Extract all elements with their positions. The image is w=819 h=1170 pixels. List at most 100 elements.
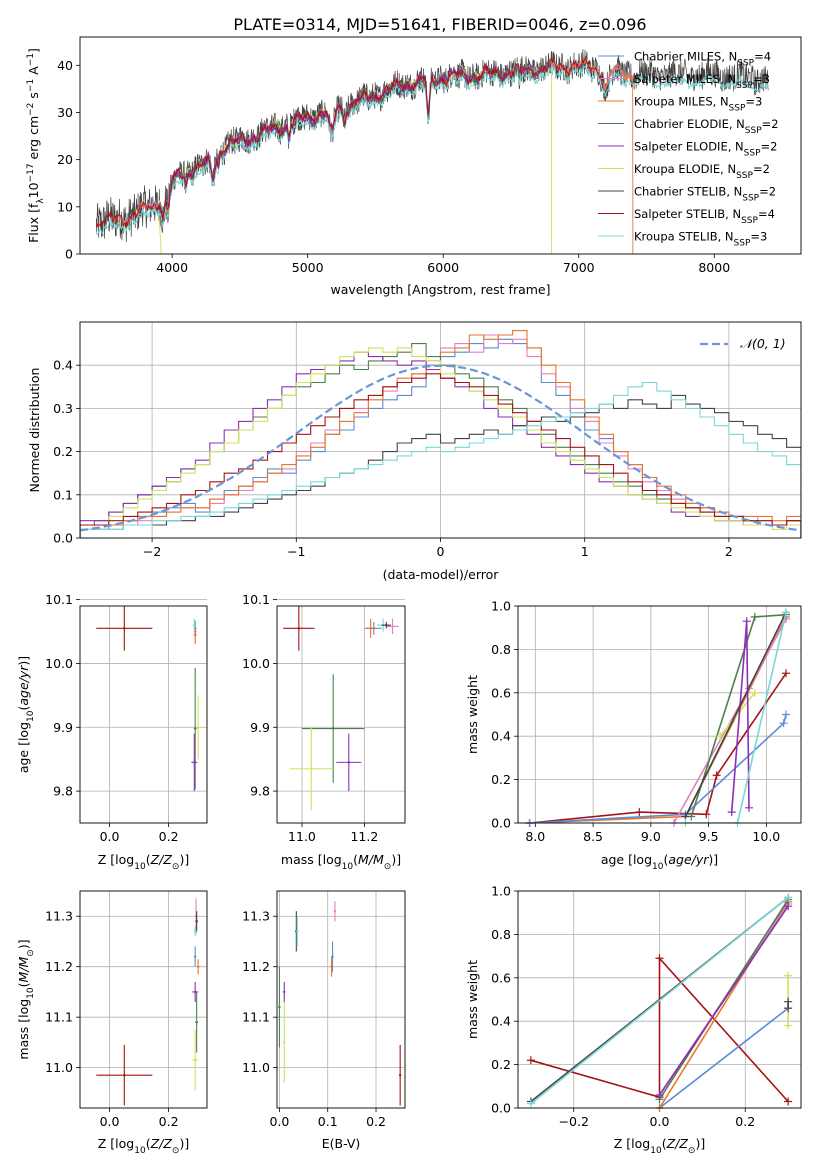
- axes-frame: [517, 890, 802, 1109]
- data-point: [195, 920, 198, 923]
- tick-label-x: 0.0: [100, 829, 120, 844]
- label-part: )]: [16, 656, 31, 666]
- label-part: age/yr: [668, 852, 709, 867]
- tick-label-y: 0.4: [491, 729, 511, 744]
- axes-frame: [79, 36, 802, 255]
- tick-label-y: 0.8: [491, 927, 511, 942]
- legend-entry: Salpeter ELODIE, NSSP=2: [634, 140, 777, 159]
- label-part: ⊙: [688, 1146, 696, 1156]
- label-part: ⊙: [172, 1146, 180, 1156]
- label-part: SSP: [745, 126, 762, 136]
- tick-label-x: 8.0: [525, 829, 545, 844]
- tick-label-y: 0.1: [53, 487, 73, 502]
- weight-line-krou-stelib: [530, 896, 789, 1105]
- histogram-salp-stelib: [80, 373, 801, 538]
- legend-entry: Kroupa MILES, NSSP=3: [634, 95, 762, 114]
- label-part: SSP: [729, 104, 746, 114]
- weight-line-chab-miles: [659, 1007, 789, 1108]
- label-part: M/M: [358, 852, 384, 867]
- label-part: )]: [695, 1136, 705, 1151]
- tick-label-y: 0.6: [491, 685, 511, 700]
- tick-label-x: 0.0: [650, 1114, 670, 1129]
- tick-label-y: 0.4: [491, 1014, 511, 1029]
- age-vs-metallicity-panel: 0.0 0.29.89.910.010.1Z [log10(Z/Z⊙)]age […: [16, 592, 208, 872]
- label-part: M/M: [16, 956, 31, 982]
- label-part: age [log: [16, 722, 31, 773]
- tick-label-x: 0.2: [735, 1114, 755, 1129]
- label-part: Chabrier STELIB, N: [634, 185, 742, 199]
- label-part: −1: [26, 53, 36, 66]
- tick-label-y: 11.0: [45, 1060, 73, 1075]
- tick-label-x: 0.1: [318, 1114, 338, 1129]
- data-point: [385, 623, 388, 627]
- tick-label-x: 9.5: [699, 829, 719, 844]
- label-part: erg cm: [26, 116, 41, 164]
- mass-weight-vs-metallicity-panel: −0.2 0.0 0.2 0.0 0.2 0.4 0.6 0.8 1.0 Z [log10(Z/Z…: [465, 884, 802, 1156]
- label-part: SSP: [742, 194, 759, 204]
- legend-entry: Salpeter MILES, NSSP=3: [634, 72, 770, 91]
- tick-label-x: 0.2: [159, 829, 179, 844]
- plus-marker: [784, 1004, 793, 1013]
- tick-label-x: −0.2: [559, 1114, 589, 1129]
- data-point: [123, 1073, 126, 1077]
- plus-marker: [727, 808, 736, 817]
- label-part: )]: [179, 1136, 189, 1151]
- label-part: ]: [26, 48, 41, 53]
- label-part: )]: [16, 939, 31, 949]
- label-part: (: [353, 852, 358, 867]
- tick-label-y: 0.2: [491, 1057, 511, 1072]
- x-axis-label: wavelength [Angstrom, rest frame]: [330, 282, 550, 297]
- histogram-krou-miles: [80, 330, 801, 538]
- weight-line-krou-elodie: [719, 692, 756, 737]
- y-axis-label: Normed distribution: [27, 368, 42, 493]
- data-point: [347, 761, 351, 764]
- label-part: mass [log: [281, 852, 342, 867]
- tick-label-x: −1: [287, 544, 305, 559]
- tick-label-x: 0: [437, 544, 445, 559]
- tick-label-x: 0.0: [269, 1114, 289, 1129]
- plus-marker: [635, 808, 644, 817]
- tick-label-y: 9.9: [250, 720, 270, 735]
- label-part: Chabrier ELODIE, N: [634, 117, 745, 131]
- data-point: [193, 761, 196, 764]
- tick-label-y: 11.0: [242, 1060, 270, 1075]
- label-part: 10: [134, 1146, 146, 1156]
- label-part: =4: [758, 207, 775, 221]
- y-axis-label: mass weight: [465, 675, 480, 754]
- label-part: Z [log: [614, 1136, 650, 1151]
- legend-entry: Kroupa ELODIE, NSSP=2: [634, 162, 770, 181]
- data-point: [193, 727, 197, 730]
- tick-label-y: 0.8: [491, 642, 511, 657]
- label-part: =2: [753, 162, 770, 176]
- label-part: SSP: [741, 216, 758, 226]
- histogram-chab-stelib: [80, 394, 801, 538]
- tick-label-y: 0.6: [491, 970, 511, 985]
- axes-frame: [79, 321, 802, 539]
- data-point: [283, 990, 286, 994]
- label-part: Z [log: [98, 852, 134, 867]
- tick-label-x: 7000: [563, 260, 595, 275]
- data-point: [310, 767, 313, 770]
- tick-label-y: 1.0: [491, 599, 511, 614]
- data-point: [398, 1073, 402, 1077]
- tick-label-y: 10: [57, 199, 73, 214]
- y-axis-label: age [log10(age/yr)]: [16, 656, 36, 773]
- data-point: [330, 965, 333, 968]
- tick-label-y: 11.3: [45, 909, 73, 924]
- plus-marker: [745, 803, 754, 812]
- axes-frame: [276, 605, 406, 824]
- plot-area: [80, 891, 207, 1108]
- spectrum-panel: 4000 5000 6000 7000 8000 0 10 20 30 40 wavelength …: [26, 36, 802, 297]
- label-part: Salpeter MILES, N: [634, 72, 736, 86]
- label-part: SSP: [744, 149, 761, 159]
- x-axis-label: E(B-V): [322, 1136, 361, 1151]
- label-part: E(B-V): [322, 1136, 361, 1151]
- tick-label-y: 11.2: [242, 959, 270, 974]
- tick-label-x: 4000: [156, 260, 188, 275]
- tick-label-x: 11.0: [288, 829, 316, 844]
- legend-entry: 𝒩(0, 1): [740, 336, 786, 351]
- tick-label-x: 0.2: [159, 1114, 179, 1129]
- data-point: [193, 955, 197, 958]
- label-part: Kroupa STELIB, N: [634, 230, 734, 244]
